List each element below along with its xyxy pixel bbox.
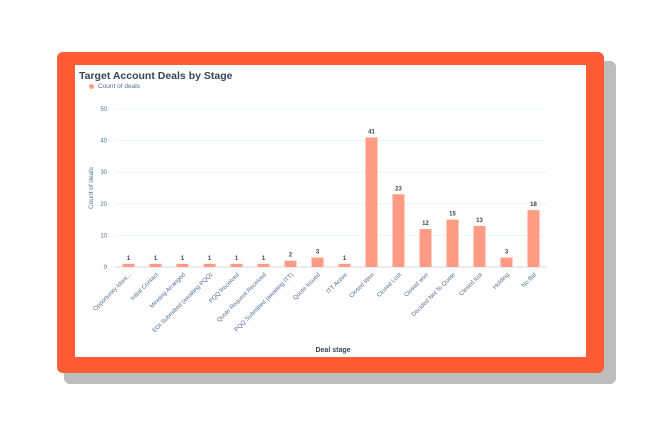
x-tick-label: Holding — [492, 272, 511, 291]
data-label: 1 — [262, 256, 266, 262]
data-label: 13 — [476, 218, 483, 224]
data-label: 1 — [154, 256, 158, 262]
y-tick-label: 10 — [100, 233, 107, 239]
x-tick-label: Closed Won — [349, 272, 376, 299]
x-tick-label: PQQ Submitted (awaiting ITT) — [234, 272, 295, 333]
y-tick-label: 40 — [100, 139, 107, 145]
y-tick-label: 0 — [104, 265, 108, 271]
bar — [392, 194, 405, 267]
data-label: 1 — [208, 256, 212, 262]
bar — [311, 257, 324, 267]
x-tick-label: Closed Lost — [376, 272, 403, 299]
data-label: 18 — [530, 202, 537, 208]
bar — [122, 263, 135, 267]
y-tick-label: 30 — [100, 170, 107, 176]
bar — [203, 263, 216, 267]
x-tick-label: No Bid — [521, 272, 538, 289]
bar — [500, 257, 513, 267]
bar — [527, 210, 540, 267]
x-tick-label: Quote Issued — [292, 272, 321, 301]
bar — [338, 263, 351, 267]
chart-title: Target Account Deals by Stage — [79, 70, 233, 82]
data-label: 1 — [181, 256, 185, 262]
data-label: 2 — [289, 253, 293, 259]
data-label: 15 — [449, 212, 456, 218]
y-tick-label: 50 — [100, 107, 107, 113]
data-label: 41 — [368, 129, 375, 135]
x-tick-label: Opportunity Ident... — [93, 272, 134, 313]
bar — [446, 219, 459, 267]
legend-swatch — [89, 84, 94, 89]
x-tick-label: Initial Contact — [130, 272, 160, 302]
chart-legend[interactable]: Count of deals — [89, 83, 140, 90]
x-tick-label: EOI Submitted (awaiting PQQ) — [152, 272, 214, 334]
bar — [365, 137, 378, 267]
data-label: 12 — [422, 221, 429, 227]
bar — [149, 263, 162, 267]
bar-chart: 0 10 20 30 40 50 1 Opportunity Ident... 1 Initial… — [88, 107, 547, 354]
chart-card: Target Account Deals by Stage Count of d… — [75, 65, 586, 357]
bar — [473, 225, 486, 267]
data-label: 3 — [316, 250, 320, 256]
x-tick-label: Closed lost — [459, 272, 484, 297]
bar — [284, 260, 297, 267]
y-axis-title: Count of deals — [88, 166, 95, 209]
x-tick-label: ITT Active — [326, 272, 349, 295]
x-axis-title: Deal stage — [315, 347, 350, 354]
data-label: 3 — [505, 250, 509, 256]
bar — [176, 263, 189, 267]
bar — [257, 263, 270, 267]
data-label: 1 — [235, 256, 239, 262]
data-label: 1 — [127, 256, 131, 262]
y-tick-label: 20 — [100, 202, 107, 208]
data-label: 1 — [343, 256, 347, 262]
bar — [230, 263, 243, 267]
x-tick-label: Closed won — [403, 272, 429, 298]
legend-label: Count of deals — [98, 83, 140, 90]
bar — [419, 229, 432, 267]
x-tick-label: Quote Request Received — [216, 272, 268, 324]
data-label: 23 — [395, 186, 402, 192]
